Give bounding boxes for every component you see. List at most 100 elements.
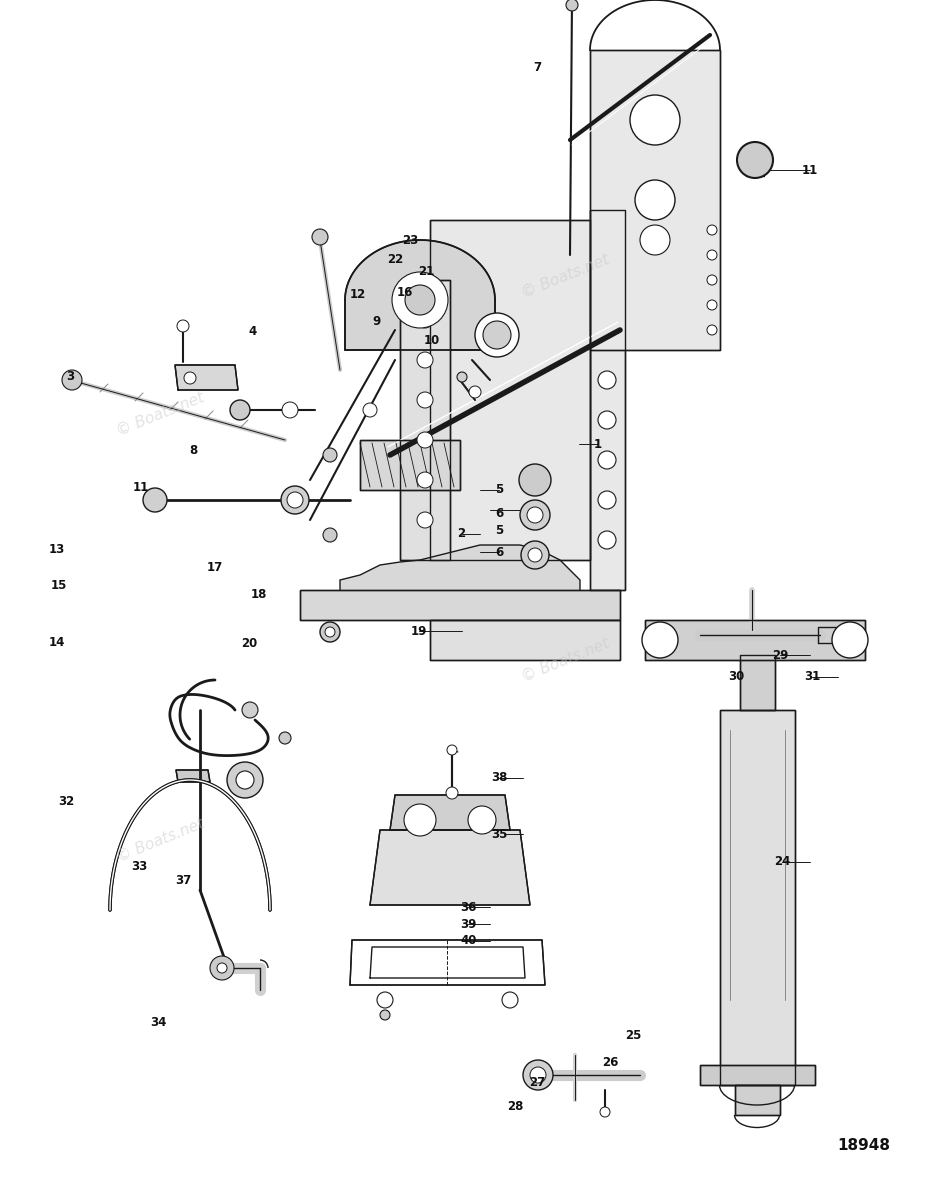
Text: 4: 4 [249,325,256,337]
Circle shape [630,95,680,145]
Text: 10: 10 [423,335,440,347]
Circle shape [707,300,717,310]
Text: 13: 13 [48,544,65,556]
Text: 21: 21 [417,265,434,277]
Text: 3: 3 [67,371,74,383]
Circle shape [469,386,481,398]
Circle shape [417,472,433,488]
Text: 33: 33 [131,860,148,872]
Circle shape [566,0,578,11]
Text: 35: 35 [491,828,508,840]
Circle shape [527,506,543,523]
Text: 26: 26 [602,1056,619,1068]
Circle shape [598,371,616,389]
Circle shape [282,402,298,418]
Text: 5: 5 [495,524,503,536]
Polygon shape [300,590,620,620]
Text: 9: 9 [373,316,381,328]
Polygon shape [340,545,580,600]
Text: 37: 37 [175,875,192,887]
Circle shape [523,1060,553,1090]
Text: 19: 19 [411,625,428,637]
Circle shape [520,500,550,530]
Circle shape [521,541,549,569]
Polygon shape [720,710,795,1085]
Polygon shape [350,940,545,985]
Text: © Boats.net: © Boats.net [519,252,611,300]
Circle shape [143,488,167,512]
Circle shape [325,626,335,637]
Circle shape [227,762,263,798]
Polygon shape [360,440,460,490]
Circle shape [483,320,511,349]
Circle shape [635,180,675,220]
Polygon shape [590,50,720,350]
Circle shape [236,770,254,790]
Text: 39: 39 [460,918,477,930]
Text: 6: 6 [495,546,503,558]
Text: 12: 12 [349,288,366,300]
Circle shape [598,491,616,509]
Circle shape [642,622,678,658]
Text: 31: 31 [804,671,820,683]
Text: © Boats.net: © Boats.net [519,636,611,684]
Circle shape [177,320,189,332]
Text: 11: 11 [133,481,150,493]
Circle shape [377,992,393,1008]
Text: © Boats.net: © Boats.net [114,816,206,864]
Circle shape [417,352,433,368]
Text: 15: 15 [51,580,68,592]
Text: 17: 17 [206,562,223,574]
Text: 38: 38 [491,772,508,784]
Circle shape [707,250,717,260]
Text: 29: 29 [771,649,788,661]
Text: 24: 24 [773,856,790,868]
Circle shape [598,410,616,428]
Circle shape [62,370,82,390]
Polygon shape [400,280,450,560]
Circle shape [405,284,435,314]
Circle shape [210,956,234,980]
Text: 6: 6 [495,508,503,520]
Text: 34: 34 [150,1016,167,1028]
Polygon shape [700,1066,815,1085]
Text: 11: 11 [802,164,819,176]
Text: 8: 8 [189,444,197,456]
Text: 16: 16 [397,287,414,299]
Text: 22: 22 [387,253,404,265]
Polygon shape [645,620,865,660]
Text: 18948: 18948 [837,1138,890,1152]
Polygon shape [176,770,210,782]
Circle shape [707,226,717,235]
Polygon shape [345,240,495,350]
Circle shape [323,528,337,542]
Circle shape [528,548,542,562]
Circle shape [475,313,519,358]
Circle shape [447,745,457,755]
Polygon shape [175,365,238,390]
Text: 40: 40 [460,935,477,947]
Circle shape [446,787,458,799]
Text: 20: 20 [241,637,258,649]
Circle shape [323,448,337,462]
Polygon shape [600,190,690,232]
Polygon shape [735,1085,780,1115]
Circle shape [242,702,258,718]
Circle shape [392,272,448,328]
Circle shape [832,622,868,658]
Text: 36: 36 [460,901,477,913]
Circle shape [598,530,616,550]
Polygon shape [740,655,775,710]
Circle shape [468,806,496,834]
Text: 23: 23 [401,234,418,246]
Circle shape [640,226,670,254]
Text: 2: 2 [458,528,465,540]
Circle shape [519,464,551,496]
Circle shape [598,451,616,469]
Circle shape [417,312,433,328]
Circle shape [184,372,196,384]
Circle shape [230,400,250,420]
Circle shape [707,325,717,335]
Text: 14: 14 [48,636,65,648]
Polygon shape [430,620,620,660]
